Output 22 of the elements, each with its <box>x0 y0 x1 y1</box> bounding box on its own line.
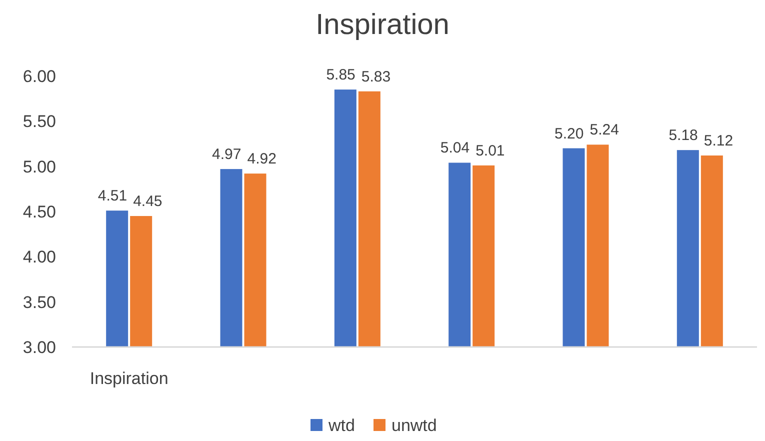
data-label: 5.01 <box>476 142 505 160</box>
y-tick-label: 3.50 <box>22 292 56 312</box>
data-label: 5.12 <box>704 132 734 150</box>
data-label: 4.45 <box>133 193 162 210</box>
chart-title: Inspiration <box>316 9 450 41</box>
y-tick-label: 3.00 <box>22 338 56 357</box>
data-label: 4.51 <box>98 188 128 205</box>
data-label: 4.92 <box>247 150 276 168</box>
data-label: 4.97 <box>212 146 242 164</box>
data-label: 5.83 <box>361 68 391 86</box>
y-tick-label: 6.00 <box>22 67 56 86</box>
legend-label: wtd <box>328 416 355 435</box>
data-label: 5.18 <box>668 127 698 144</box>
legend-label: unwtd <box>392 416 437 435</box>
data-label: 5.85 <box>326 66 356 84</box>
data-label: 5.20 <box>554 125 584 142</box>
y-tick-label: 5.00 <box>22 157 56 176</box>
y-tick-label: 4.50 <box>22 202 56 222</box>
y-tick-label: 4.00 <box>22 248 56 267</box>
data-label: 5.24 <box>590 122 619 139</box>
data-label: 5.04 <box>440 140 470 157</box>
y-tick-label: 5.50 <box>22 112 56 132</box>
